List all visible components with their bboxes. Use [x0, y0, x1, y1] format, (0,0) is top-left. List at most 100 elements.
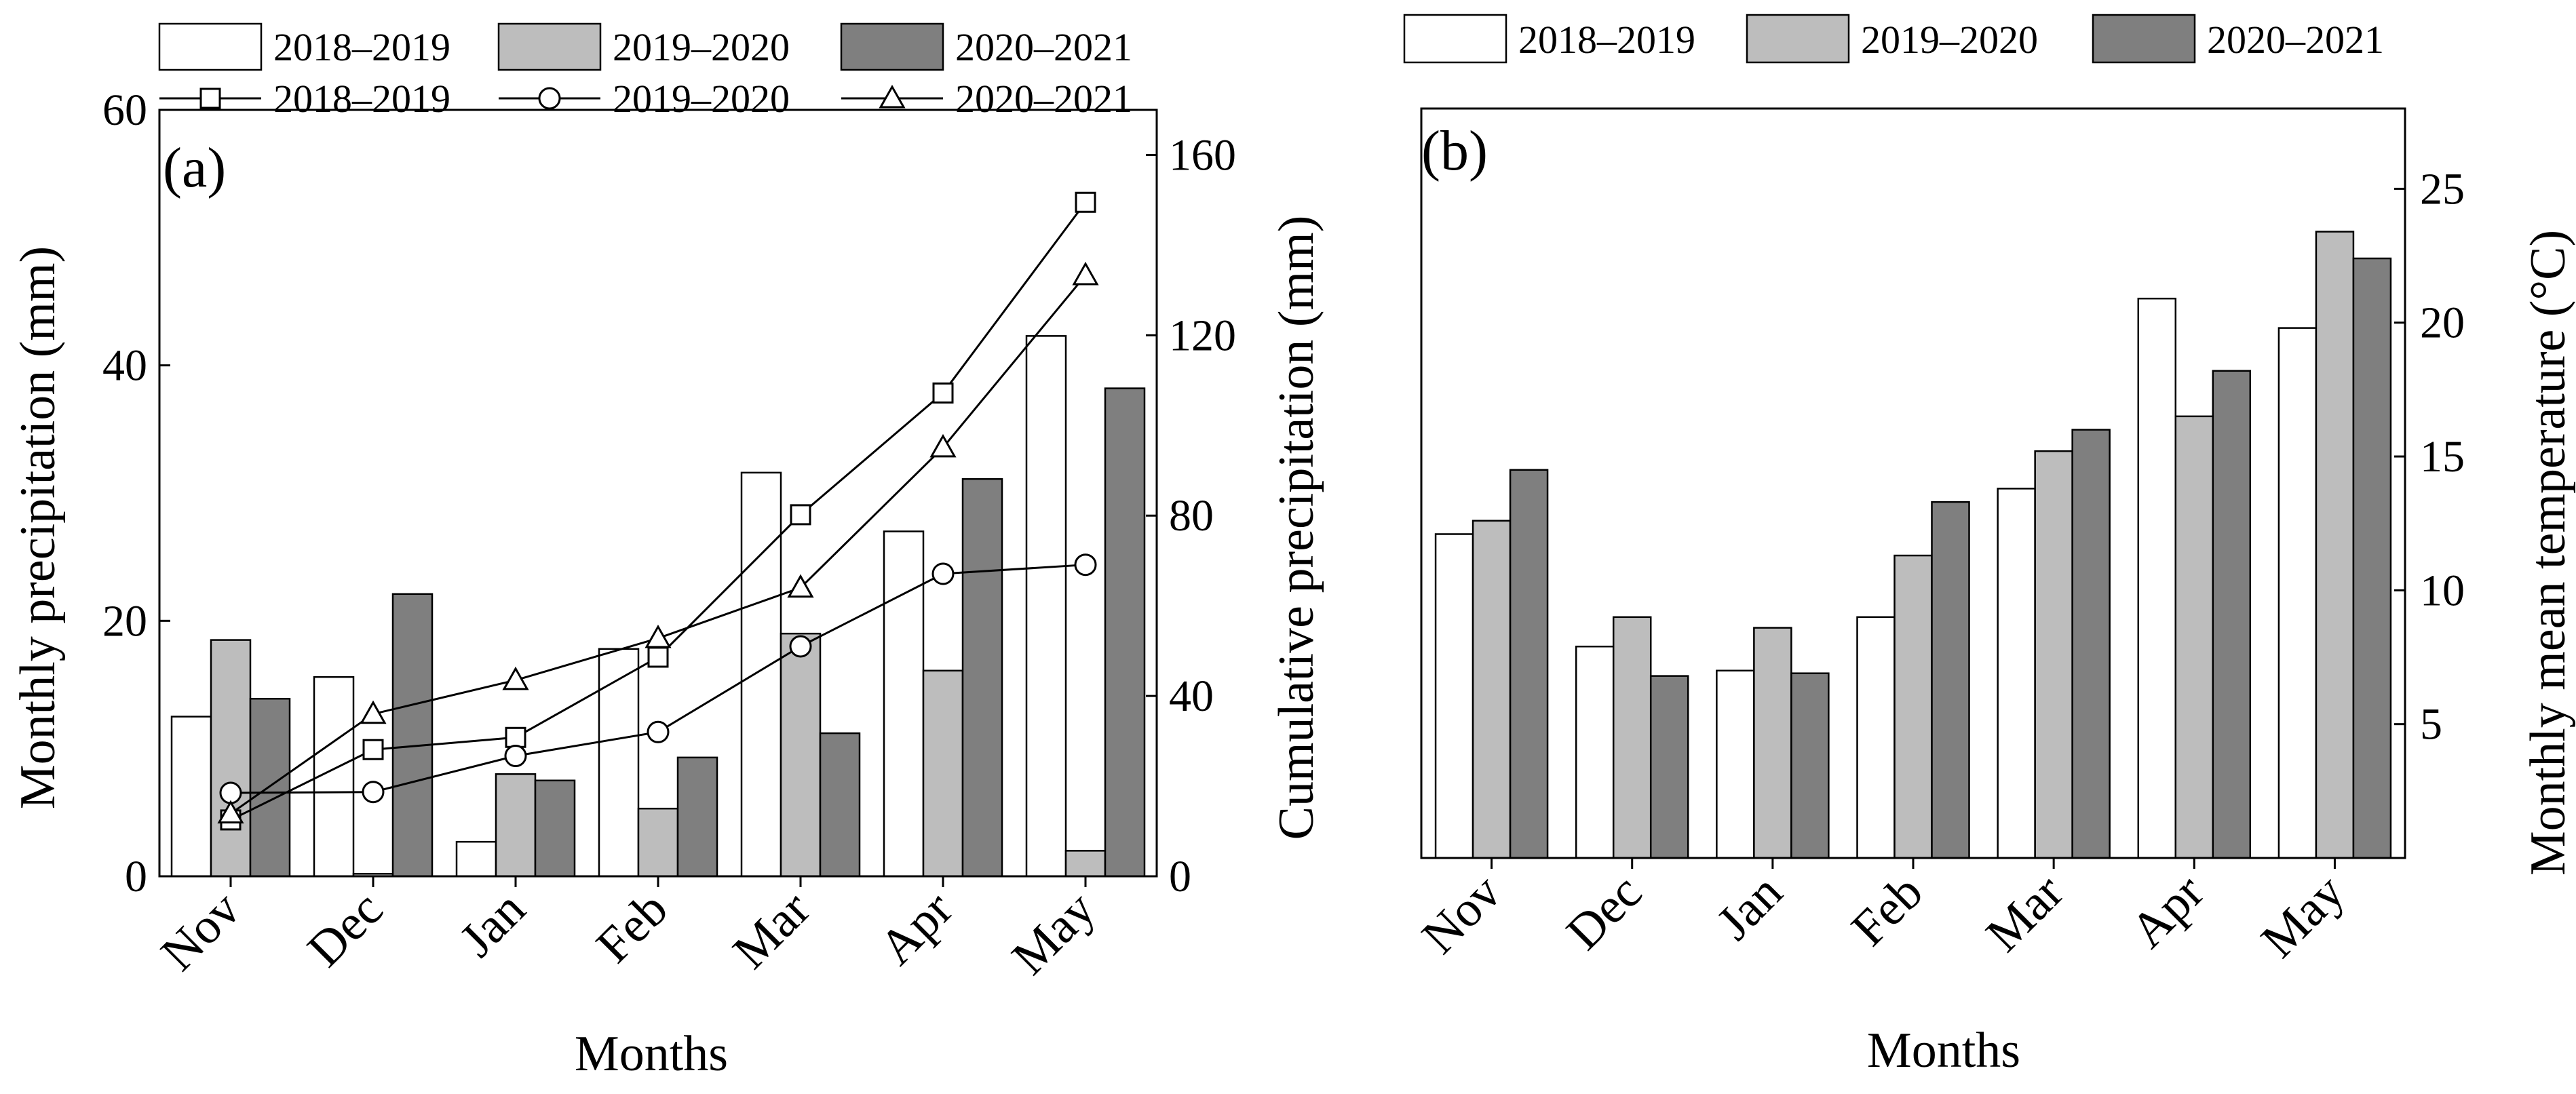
a-y-tick-label-20: 20: [102, 596, 147, 646]
a-y2-tick-label-160: 160: [1169, 130, 1236, 180]
a-point-2020-2021-dec: [360, 700, 387, 724]
b-bar-2020-2021-mar: [2071, 429, 2111, 859]
b-bar-2018-2019-jan: [1716, 669, 1755, 859]
a-bar-2020-2021-jan: [534, 779, 576, 878]
a-y2-tick-label-40: 40: [1169, 671, 1214, 721]
b-x-tick-label-may: May: [2251, 864, 2356, 969]
a-plot-frame: [158, 109, 1158, 878]
b-bar-2019-2020-may: [2315, 231, 2355, 859]
a-point-2020-2021-mar: [787, 574, 814, 598]
a-line-legend-marker-2019-2020: [538, 87, 561, 110]
a-point-2018-2019-dec: [362, 739, 384, 760]
b-y-tick-label-5: 5: [2420, 700, 2442, 749]
b-legend-label-2018-2019: 2018–2019: [1518, 18, 1695, 62]
a-line-legend-marker-2020-2021: [879, 84, 906, 109]
b-bar-2019-2020-nov: [1472, 520, 1512, 859]
a-x-tick-label-nov: Nov: [151, 881, 251, 981]
a-bar-2020-2021-apr: [961, 478, 1003, 878]
b-y-tick-label-20: 20: [2420, 298, 2465, 348]
a-bar-2019-2020-jan: [495, 773, 537, 878]
a-point-2019-2020-feb: [647, 720, 670, 743]
b-bar-2020-2021-apr: [2212, 370, 2252, 859]
a-point-2018-2019-mar: [790, 504, 811, 526]
a-bar-2018-2019-apr: [883, 530, 925, 878]
a-bar-2020-2021-feb: [676, 756, 718, 878]
b-bar-2018-2019-dec: [1575, 645, 1615, 859]
a-y2-axis-title: Cumulative precipitation (mm): [1269, 216, 1324, 840]
b-x-tick-label-jan: Jan: [1706, 864, 1793, 951]
a-bar-2019-2020-may: [1064, 850, 1107, 878]
a-point-2020-2021-apr: [929, 433, 957, 458]
a-bar-legend-label-2019-2020: 2019–2020: [613, 25, 790, 69]
a-point-2020-2021-feb: [645, 624, 672, 648]
a-point-2019-2020-may: [1074, 553, 1097, 577]
a-bar-2018-2019-feb: [598, 648, 640, 878]
a-x-tick-label-dec: Dec: [297, 881, 393, 977]
a-line-legend-marker-2018-2019: [199, 87, 221, 109]
a-bar-2020-2021-nov: [249, 697, 291, 878]
a-point-2020-2021-nov: [217, 800, 244, 824]
a-point-2018-2019-apr: [932, 382, 954, 404]
b-bar-2019-2020-dec: [1612, 616, 1652, 859]
a-bar-2020-2021-may: [1104, 387, 1146, 878]
panel-b: 2018–2019 2019–2020 2020–2021 5 10 15 20 25 Nov…: [1403, 14, 2576, 1078]
b-y-axis-title: Monthly mean temperature (°C): [2520, 230, 2576, 876]
b-bar-2020-2021-nov: [1509, 469, 1549, 859]
b-bar-2020-2021-dec: [1649, 675, 1689, 859]
b-bar-2018-2019-may: [2277, 327, 2318, 859]
a-bar-legend-label-2018-2019: 2018–2019: [273, 25, 450, 69]
a-y2-tick-label-0: 0: [1169, 852, 1191, 901]
a-bar-legend-swatch-2019-2020: [497, 22, 602, 71]
a-point-2018-2019-feb: [647, 646, 669, 668]
b-x-tick-label-nov: Nov: [1411, 864, 1512, 964]
a-point-2019-2020-dec: [362, 781, 385, 804]
a-bar-2020-2021-dec: [391, 593, 434, 878]
a-bar-2020-2021-mar: [819, 732, 861, 878]
a-panel-label: (a): [163, 136, 226, 199]
a-x-axis-title: Months: [575, 1026, 728, 1082]
a-x-tick-label-feb: Feb: [586, 881, 678, 973]
a-bar-2018-2019-nov: [170, 716, 212, 878]
a-bar-legend-swatch-2018-2019: [158, 22, 263, 71]
a-point-2020-2021-may: [1072, 261, 1099, 286]
a-point-2019-2020-nov: [219, 781, 242, 804]
a-line-legend-label-2020-2021: 2020–2021: [955, 77, 1132, 121]
b-bar-2020-2021-feb: [1931, 501, 1970, 859]
a-y-tick-label-40: 40: [102, 341, 147, 391]
b-x-axis-title: Months: [1867, 1023, 2020, 1078]
b-bar-2018-2019-apr: [2137, 297, 2177, 859]
a-bar-2018-2019-jan: [455, 840, 497, 878]
b-bar-2019-2020-feb: [1893, 554, 1933, 859]
a-bar-2019-2020-nov: [210, 639, 252, 878]
b-bars: [1434, 231, 2392, 859]
a-bar-legend-label-2020-2021: 2020–2021: [955, 25, 1132, 69]
a-bar-2018-2019-may: [1025, 335, 1067, 878]
a-x-tick-label-apr: Apr: [869, 881, 963, 975]
b-x-tick-label-apr: Apr: [2120, 864, 2214, 958]
b-x-tick-label-dec: Dec: [1556, 864, 1653, 960]
a-point-2018-2019-jan: [505, 726, 526, 748]
a-y-tick-label-0: 0: [125, 852, 147, 901]
a-bar-legend: 2018–2019 2019–2020 2020–2021: [158, 22, 1132, 71]
a-line-legend-label-2018-2019: 2018–2019: [273, 77, 450, 121]
a-bar-2019-2020-mar: [780, 632, 822, 878]
a-y2-tick-label-80: 80: [1169, 491, 1214, 541]
b-panel-label: (b): [1421, 119, 1488, 182]
a-y2-tick-label-120: 120: [1169, 311, 1236, 360]
a-lines: [217, 191, 1099, 831]
a-x-tick-label-may: May: [1001, 881, 1106, 985]
a-point-2018-2019-may: [1075, 191, 1096, 213]
a-line-legend-label-2019-2020: 2019–2020: [613, 77, 790, 121]
b-legend-label-2020-2021: 2020–2021: [2207, 18, 2384, 62]
a-bars: [170, 335, 1146, 878]
a-y-axis-title: Monthly precipitation (mm): [10, 246, 66, 809]
a-y-tick-label-60: 60: [102, 85, 147, 135]
a-line-legend: 2018–2019 2019–2020 2020–2021: [159, 77, 1132, 121]
b-bar-2020-2021-may: [2352, 257, 2392, 859]
a-bar-2019-2020-feb: [637, 807, 679, 878]
b-bar-2020-2021-jan: [1790, 672, 1830, 859]
b-bar-2019-2020-mar: [2034, 450, 2073, 859]
b-y-tick-label-15: 15: [2420, 432, 2465, 482]
